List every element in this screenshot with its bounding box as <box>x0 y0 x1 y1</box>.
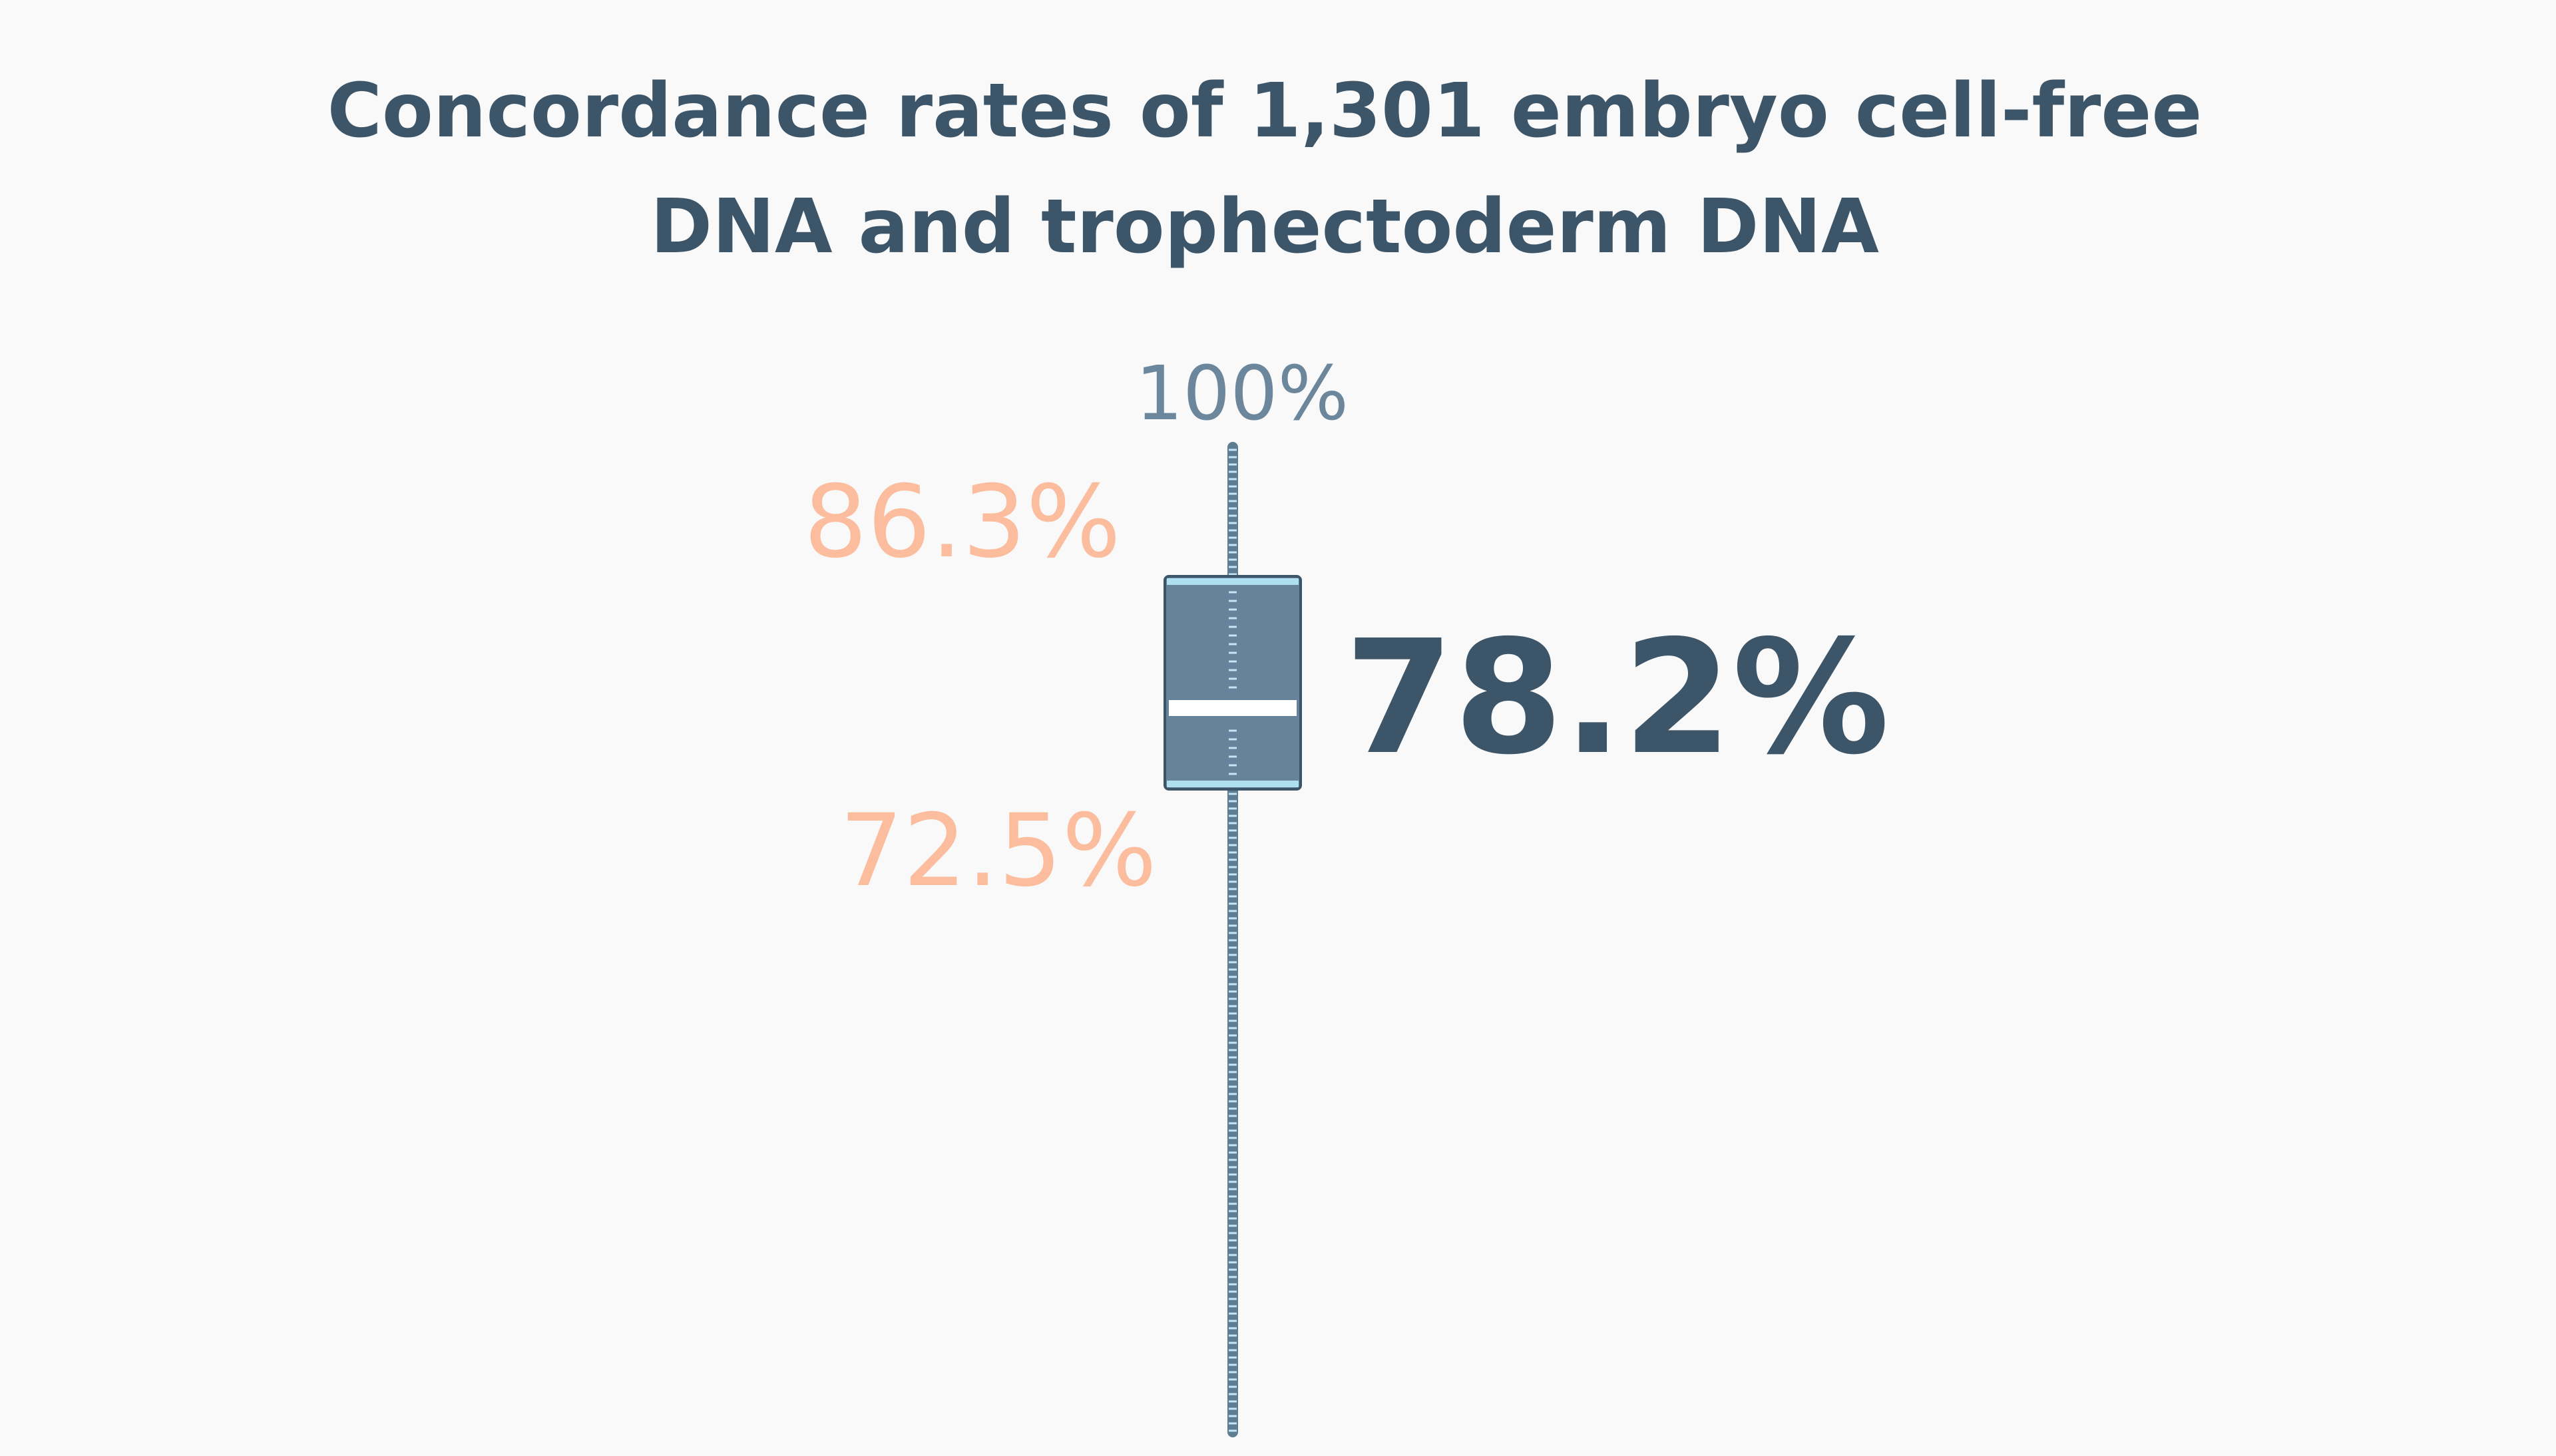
q1-label: 72.5% <box>839 793 1157 909</box>
q3-label: 86.3% <box>803 464 1121 580</box>
chart-title-line-1: Concordance rates of 1,301 embryo cell-f… <box>327 68 2203 154</box>
max-label: 100% <box>1136 351 1349 437</box>
chart-title: Concordance rates of 1,301 embryo cell-f… <box>0 53 2529 285</box>
interquartile-box <box>1164 575 1302 791</box>
value-labels: 100%86.3% 78.2% 72.5% <box>803 351 1889 909</box>
box-body <box>1164 575 1302 791</box>
chart-title-line-2: DNA and trophectoderm DNA <box>650 184 1879 270</box>
box-top-band <box>1167 578 1299 585</box>
median-line <box>1169 700 1297 716</box>
median-label: 78.2% <box>1345 606 1890 789</box>
box-bottom-band <box>1167 781 1299 787</box>
